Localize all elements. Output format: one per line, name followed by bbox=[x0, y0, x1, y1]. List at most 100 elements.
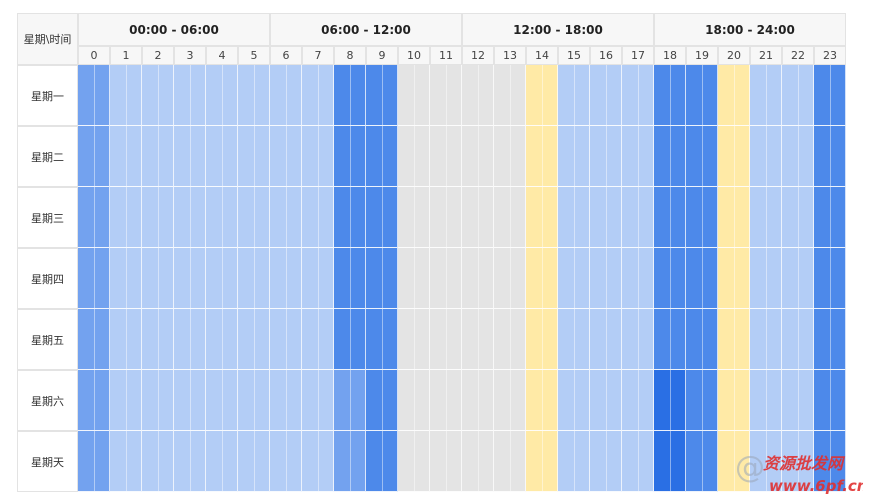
hour-header[interactable]: 10 bbox=[398, 46, 430, 65]
schedule-cell[interactable] bbox=[78, 126, 110, 187]
schedule-cell[interactable] bbox=[622, 431, 654, 492]
schedule-cell[interactable] bbox=[110, 187, 142, 248]
schedule-cell[interactable] bbox=[782, 126, 814, 187]
schedule-cell[interactable] bbox=[110, 370, 142, 431]
day-label[interactable]: 星期二 bbox=[17, 126, 78, 187]
hour-header[interactable]: 14 bbox=[526, 46, 558, 65]
schedule-cell[interactable] bbox=[686, 248, 718, 309]
hour-header[interactable]: 13 bbox=[494, 46, 526, 65]
schedule-cell[interactable] bbox=[654, 431, 686, 492]
hour-header[interactable]: 3 bbox=[174, 46, 206, 65]
schedule-cell[interactable] bbox=[622, 65, 654, 126]
schedule-cell[interactable] bbox=[302, 187, 334, 248]
schedule-cell[interactable] bbox=[174, 65, 206, 126]
schedule-cell[interactable] bbox=[782, 309, 814, 370]
schedule-cell[interactable] bbox=[302, 126, 334, 187]
schedule-cell[interactable] bbox=[718, 370, 750, 431]
schedule-cell[interactable] bbox=[654, 248, 686, 309]
schedule-cell[interactable] bbox=[462, 65, 494, 126]
schedule-cell[interactable] bbox=[622, 309, 654, 370]
hour-header[interactable]: 4 bbox=[206, 46, 238, 65]
schedule-cell[interactable] bbox=[174, 370, 206, 431]
schedule-cell[interactable] bbox=[270, 187, 302, 248]
schedule-cell[interactable] bbox=[782, 431, 814, 492]
schedule-cell[interactable] bbox=[334, 65, 366, 126]
schedule-cell[interactable] bbox=[78, 309, 110, 370]
schedule-cell[interactable] bbox=[654, 187, 686, 248]
schedule-cell[interactable] bbox=[110, 126, 142, 187]
schedule-cell[interactable] bbox=[590, 309, 622, 370]
schedule-cell[interactable] bbox=[110, 65, 142, 126]
hour-header[interactable]: 7 bbox=[302, 46, 334, 65]
schedule-cell[interactable] bbox=[814, 309, 846, 370]
day-label[interactable]: 星期六 bbox=[17, 370, 78, 431]
schedule-cell[interactable] bbox=[750, 65, 782, 126]
schedule-cell[interactable] bbox=[334, 248, 366, 309]
schedule-cell[interactable] bbox=[686, 370, 718, 431]
schedule-cell[interactable] bbox=[686, 431, 718, 492]
schedule-cell[interactable] bbox=[206, 187, 238, 248]
schedule-cell[interactable] bbox=[366, 126, 398, 187]
schedule-cell[interactable] bbox=[302, 65, 334, 126]
schedule-cell[interactable] bbox=[494, 126, 526, 187]
schedule-cell[interactable] bbox=[110, 309, 142, 370]
day-label[interactable]: 星期五 bbox=[17, 309, 78, 370]
schedule-cell[interactable] bbox=[814, 187, 846, 248]
hour-header[interactable]: 22 bbox=[782, 46, 814, 65]
schedule-cell[interactable] bbox=[238, 126, 270, 187]
schedule-cell[interactable] bbox=[142, 370, 174, 431]
schedule-cell[interactable] bbox=[462, 187, 494, 248]
schedule-cell[interactable] bbox=[110, 248, 142, 309]
hour-header[interactable]: 21 bbox=[750, 46, 782, 65]
schedule-cell[interactable] bbox=[494, 370, 526, 431]
schedule-cell[interactable] bbox=[494, 187, 526, 248]
schedule-cell[interactable] bbox=[654, 370, 686, 431]
schedule-cell[interactable] bbox=[718, 126, 750, 187]
hour-header[interactable]: 15 bbox=[558, 46, 590, 65]
schedule-cell[interactable] bbox=[270, 431, 302, 492]
schedule-cell[interactable] bbox=[526, 431, 558, 492]
schedule-cell[interactable] bbox=[654, 126, 686, 187]
schedule-cell[interactable] bbox=[750, 309, 782, 370]
hour-header[interactable]: 20 bbox=[718, 46, 750, 65]
hour-header[interactable]: 23 bbox=[814, 46, 846, 65]
schedule-cell[interactable] bbox=[750, 431, 782, 492]
schedule-cell[interactable] bbox=[398, 431, 430, 492]
schedule-cell[interactable] bbox=[494, 248, 526, 309]
schedule-cell[interactable] bbox=[718, 187, 750, 248]
schedule-cell[interactable] bbox=[238, 65, 270, 126]
schedule-cell[interactable] bbox=[430, 248, 462, 309]
schedule-cell[interactable] bbox=[366, 248, 398, 309]
schedule-cell[interactable] bbox=[590, 65, 622, 126]
schedule-cell[interactable] bbox=[622, 187, 654, 248]
schedule-cell[interactable] bbox=[174, 126, 206, 187]
schedule-cell[interactable] bbox=[750, 187, 782, 248]
schedule-cell[interactable] bbox=[270, 65, 302, 126]
schedule-cell[interactable] bbox=[558, 65, 590, 126]
schedule-cell[interactable] bbox=[430, 65, 462, 126]
hour-header[interactable]: 19 bbox=[686, 46, 718, 65]
schedule-cell[interactable] bbox=[110, 431, 142, 492]
schedule-cell[interactable] bbox=[142, 65, 174, 126]
schedule-cell[interactable] bbox=[718, 431, 750, 492]
schedule-cell[interactable] bbox=[238, 187, 270, 248]
schedule-cell[interactable] bbox=[558, 370, 590, 431]
schedule-cell[interactable] bbox=[590, 126, 622, 187]
schedule-cell[interactable] bbox=[78, 65, 110, 126]
schedule-cell[interactable] bbox=[78, 431, 110, 492]
schedule-cell[interactable] bbox=[398, 65, 430, 126]
schedule-cell[interactable] bbox=[686, 65, 718, 126]
schedule-cell[interactable] bbox=[238, 309, 270, 370]
schedule-cell[interactable] bbox=[78, 248, 110, 309]
schedule-cell[interactable] bbox=[430, 309, 462, 370]
schedule-cell[interactable] bbox=[238, 370, 270, 431]
schedule-cell[interactable] bbox=[622, 126, 654, 187]
schedule-cell[interactable] bbox=[494, 309, 526, 370]
schedule-cell[interactable] bbox=[270, 248, 302, 309]
day-label[interactable]: 星期天 bbox=[17, 431, 78, 492]
schedule-cell[interactable] bbox=[174, 248, 206, 309]
hour-header[interactable]: 18 bbox=[654, 46, 686, 65]
schedule-cell[interactable] bbox=[782, 65, 814, 126]
schedule-cell[interactable] bbox=[430, 126, 462, 187]
schedule-cell[interactable] bbox=[174, 187, 206, 248]
